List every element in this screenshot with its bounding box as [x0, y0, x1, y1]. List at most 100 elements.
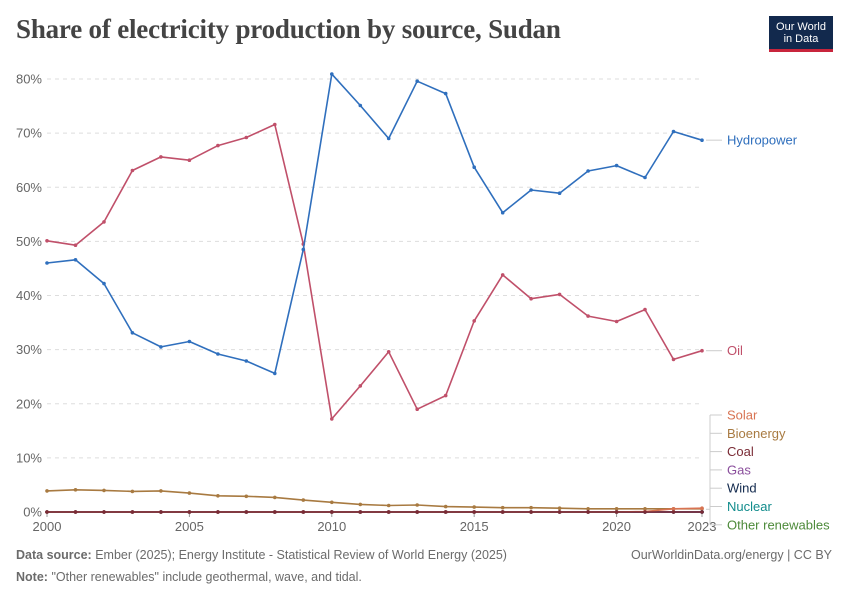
oil-point[interactable] — [500, 273, 505, 277]
hydropower-point[interactable] — [358, 103, 363, 108]
coal-point[interactable] — [102, 510, 106, 514]
oil-point[interactable] — [671, 357, 676, 362]
coal-point[interactable] — [244, 510, 249, 514]
coal-point[interactable] — [443, 510, 448, 514]
hydropower-point[interactable] — [472, 165, 477, 169]
series-label[interactable]: Solar — [727, 408, 758, 423]
hydropower-point[interactable] — [671, 129, 676, 134]
hydropower-point[interactable] — [386, 136, 391, 141]
series-label[interactable]: Nuclear — [727, 499, 772, 514]
coal-point[interactable] — [643, 510, 647, 514]
oil-point[interactable] — [443, 393, 448, 398]
series-label[interactable]: Gas — [727, 462, 751, 477]
coal-point[interactable] — [187, 510, 192, 514]
hydropower-point[interactable] — [700, 138, 704, 142]
coal-point[interactable] — [500, 510, 505, 514]
oil-point[interactable] — [130, 168, 135, 173]
bioenergy-point[interactable] — [415, 503, 420, 507]
hydropower-point[interactable] — [45, 261, 49, 265]
coal-point[interactable] — [557, 510, 562, 514]
hydropower-point[interactable] — [643, 175, 647, 180]
series-label[interactable]: Wind — [727, 481, 757, 496]
series-label[interactable]: Other renewables — [727, 517, 830, 532]
bioenergy-point[interactable] — [130, 489, 135, 494]
oil-point[interactable] — [159, 155, 163, 159]
hydropower-point[interactable] — [301, 247, 306, 252]
coal-point[interactable] — [130, 510, 135, 514]
oil-line[interactable] — [46, 123, 703, 420]
coal-point[interactable] — [45, 510, 49, 514]
source-url-link[interactable]: OurWorldinData.org/energy | CC BY — [630, 548, 832, 562]
oil-point[interactable] — [244, 135, 249, 140]
oil-point[interactable] — [358, 384, 363, 388]
hydropower-point[interactable] — [159, 345, 163, 349]
hydropower-point[interactable] — [415, 79, 420, 83]
oil-point[interactable] — [73, 243, 78, 247]
hydropower-point[interactable] — [586, 169, 590, 173]
oil-point[interactable] — [102, 220, 106, 224]
bioenergy-point[interactable] — [187, 491, 192, 495]
coal-point[interactable] — [586, 510, 590, 514]
coal-point[interactable] — [614, 510, 619, 514]
oil-point[interactable] — [273, 122, 277, 127]
bioenergy-point[interactable] — [330, 500, 334, 505]
bioenergy-point[interactable] — [244, 494, 249, 499]
coal-point[interactable] — [472, 510, 477, 514]
oil-point[interactable] — [529, 296, 533, 301]
hydropower-point[interactable] — [130, 331, 135, 335]
bioenergy-point[interactable] — [529, 505, 533, 510]
hydropower-point[interactable] — [187, 339, 192, 344]
bioenergy-point[interactable] — [73, 488, 78, 492]
bioenergy-point[interactable] — [614, 507, 619, 511]
bioenergy-point[interactable] — [216, 494, 220, 498]
bioenergy-point[interactable] — [102, 488, 106, 493]
bioenergy-point[interactable] — [443, 504, 448, 509]
coal-point[interactable] — [529, 510, 533, 514]
hydropower-point[interactable] — [614, 163, 619, 168]
coal-point[interactable] — [73, 510, 78, 514]
hydropower-point[interactable] — [73, 258, 78, 262]
series-label[interactable]: Hydropower — [727, 133, 798, 148]
coal-point[interactable] — [671, 510, 676, 514]
bioenergy-point[interactable] — [500, 505, 505, 510]
oil-point[interactable] — [216, 143, 220, 148]
bioenergy-point[interactable] — [643, 507, 647, 511]
bioenergy-point[interactable] — [586, 507, 590, 511]
bioenergy-point[interactable] — [159, 489, 163, 493]
series-label[interactable]: Oil — [727, 343, 743, 358]
series-label[interactable]: Coal — [727, 444, 754, 459]
oil-point[interactable] — [415, 407, 420, 412]
oil-point[interactable] — [614, 319, 619, 324]
hydropower-point[interactable] — [216, 352, 220, 356]
hydropower-point[interactable] — [500, 210, 505, 215]
bioenergy-point[interactable] — [386, 503, 391, 508]
hydropower-point[interactable] — [273, 371, 277, 376]
coal-point[interactable] — [358, 510, 363, 514]
bioenergy-point[interactable] — [301, 498, 306, 502]
solar-point[interactable] — [700, 506, 704, 511]
bioenergy-point[interactable] — [273, 495, 277, 500]
oil-point[interactable] — [386, 350, 391, 354]
bioenergy-point[interactable] — [557, 506, 562, 511]
coal-point[interactable] — [330, 510, 334, 514]
oil-point[interactable] — [643, 307, 647, 312]
hydropower-point[interactable] — [330, 72, 334, 76]
hydropower-point[interactable] — [557, 191, 562, 195]
hydropower-line[interactable] — [46, 73, 703, 375]
bioenergy-point[interactable] — [472, 505, 477, 509]
bioenergy-point[interactable] — [358, 502, 363, 507]
coal-point[interactable] — [386, 510, 391, 514]
coal-point[interactable] — [273, 510, 277, 514]
owid-logo[interactable]: Our World in Data — [769, 16, 833, 52]
coal-point[interactable] — [415, 510, 420, 514]
hydropower-point[interactable] — [244, 359, 249, 363]
oil-point[interactable] — [700, 348, 704, 353]
bioenergy-line[interactable] — [46, 488, 702, 510]
coal-point[interactable] — [700, 510, 704, 514]
hydropower-point[interactable] — [529, 188, 533, 192]
oil-point[interactable] — [557, 292, 562, 297]
bioenergy-point[interactable] — [45, 489, 49, 493]
hydropower-point[interactable] — [102, 281, 106, 286]
oil-point[interactable] — [187, 158, 192, 162]
oil-point[interactable] — [330, 417, 334, 421]
